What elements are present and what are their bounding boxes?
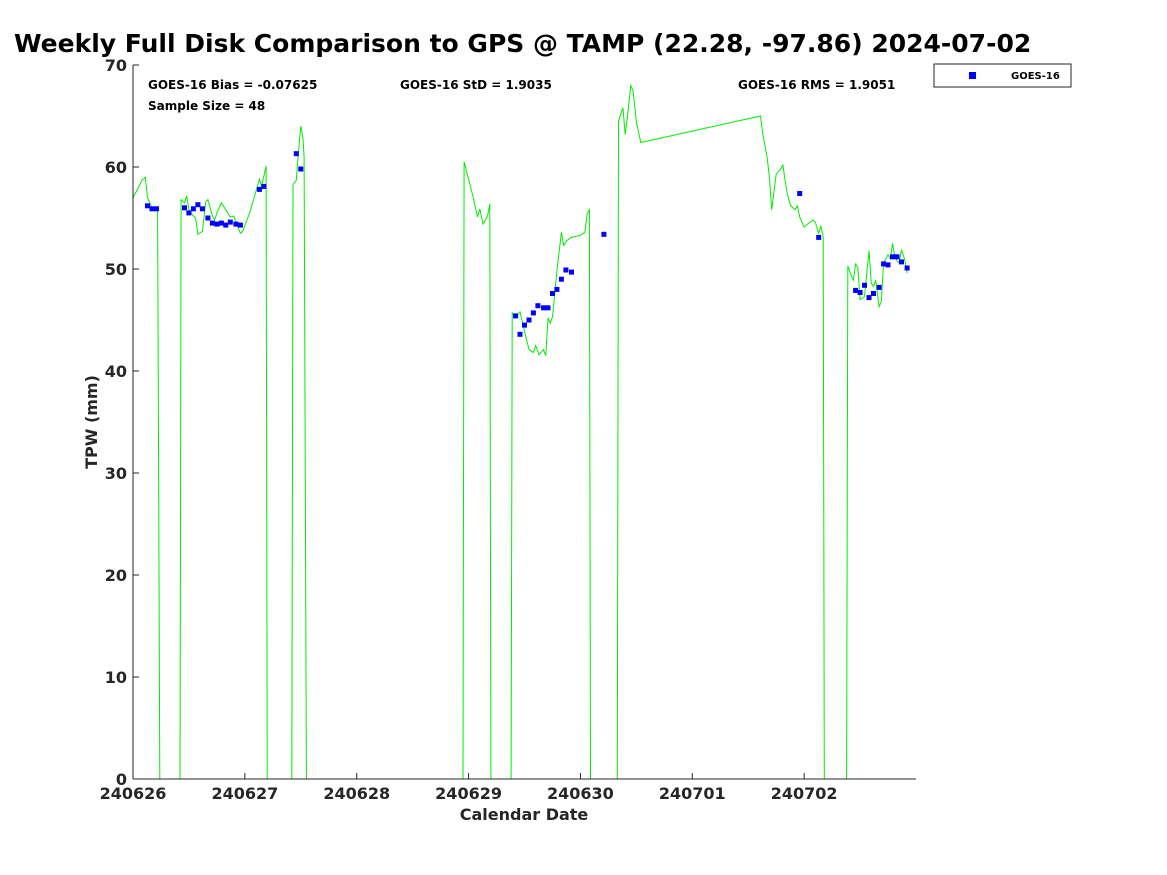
goes16-point [227,219,233,225]
bias-stat: GOES-16 Bias = -0.07625 [148,78,317,92]
goes16-point [233,221,239,227]
y-axis-label: TPW (mm) [82,375,101,469]
legend: GOES-16 [933,63,1072,88]
x-tick-label: 240701 [659,784,726,803]
x-tick-label: 240628 [323,784,390,803]
gps-tpw-line [132,83,908,780]
goes16-point [218,220,224,226]
series-layer [132,83,910,780]
chart-title: Weekly Full Disk Comparison to GPS @ TAM… [14,29,1031,58]
goes16-point [535,303,541,309]
goes16-point [209,220,215,226]
goes16-point [890,254,895,260]
y-tick-label: 10 [105,668,127,687]
sample-size-stat: Sample Size = 48 [148,99,265,113]
goes16-point [862,282,867,288]
goes16-point [214,221,220,227]
x-tick-label: 240630 [547,784,614,803]
goes16-point [545,305,551,311]
legend-box [933,63,1072,88]
goes16-point [853,287,859,293]
goes16-point [199,206,205,212]
goes16-point [530,310,536,316]
goes16-point [195,202,201,208]
goes16-point [190,206,196,212]
goes16-point [866,295,872,301]
goes16-point [554,286,560,292]
y-tick-label: 70 [105,56,127,75]
y-tick-label: 60 [105,158,127,177]
goes16-point [298,166,304,172]
y-tick-label: 20 [105,566,127,585]
goes16-point [293,151,299,157]
ticks-layer: 0 10 20 30 40 50 60 70 240626 240627 240628 240629 2… [100,56,838,803]
plot-area: 0 10 20 30 40 50 60 70 240626 240627 240628 240629 2… [100,56,916,803]
goes16-point [149,206,155,212]
goes16-point [558,276,564,282]
goes16-point [904,265,910,271]
x-tick-label: 240627 [211,784,278,803]
goes16-point [601,231,607,237]
goes16-point [205,215,211,221]
x-tick-label: 240629 [435,784,502,803]
y-tick-label: 40 [105,362,127,381]
goes16-point [563,267,569,273]
rms-stat: GOES-16 RMS = 1.9051 [738,78,895,92]
goes16-point [550,291,555,296]
goes16-point [186,210,192,216]
goes16-point [797,191,803,196]
goes16-point [857,290,863,295]
goes16-point [816,234,822,240]
goes16-point [182,205,187,211]
goes16-point [885,262,891,268]
goes16-point [256,186,262,192]
goes16-point [881,261,887,267]
goes16-point [154,206,159,212]
goes16-point [526,317,532,323]
goes16-point [237,222,243,228]
goes16-point [899,259,904,265]
y-tick-label: 30 [105,464,127,483]
goes16-point [517,331,523,337]
y-tick-label: 0 [116,770,127,789]
goes16-point [894,254,900,260]
x-tick-label: 240702 [771,784,838,803]
goes16-point [569,269,574,275]
y-tick-label: 50 [105,260,127,279]
goes16-point [541,305,546,311]
goes16-point [261,183,267,189]
x-axis-label: Calendar Date [460,805,589,824]
std-stat: GOES-16 StD = 1.9035 [400,78,552,92]
goes16-point [223,222,229,228]
x-tick-label: 240626 [100,784,167,803]
goes16-point [145,203,150,209]
goes16-point [876,284,882,290]
goes16-point [522,322,527,328]
goes16-point [871,291,876,296]
goes16-point [513,313,519,319]
legend-marker [969,72,976,79]
legend-label: GOES-16 [1011,71,1060,82]
